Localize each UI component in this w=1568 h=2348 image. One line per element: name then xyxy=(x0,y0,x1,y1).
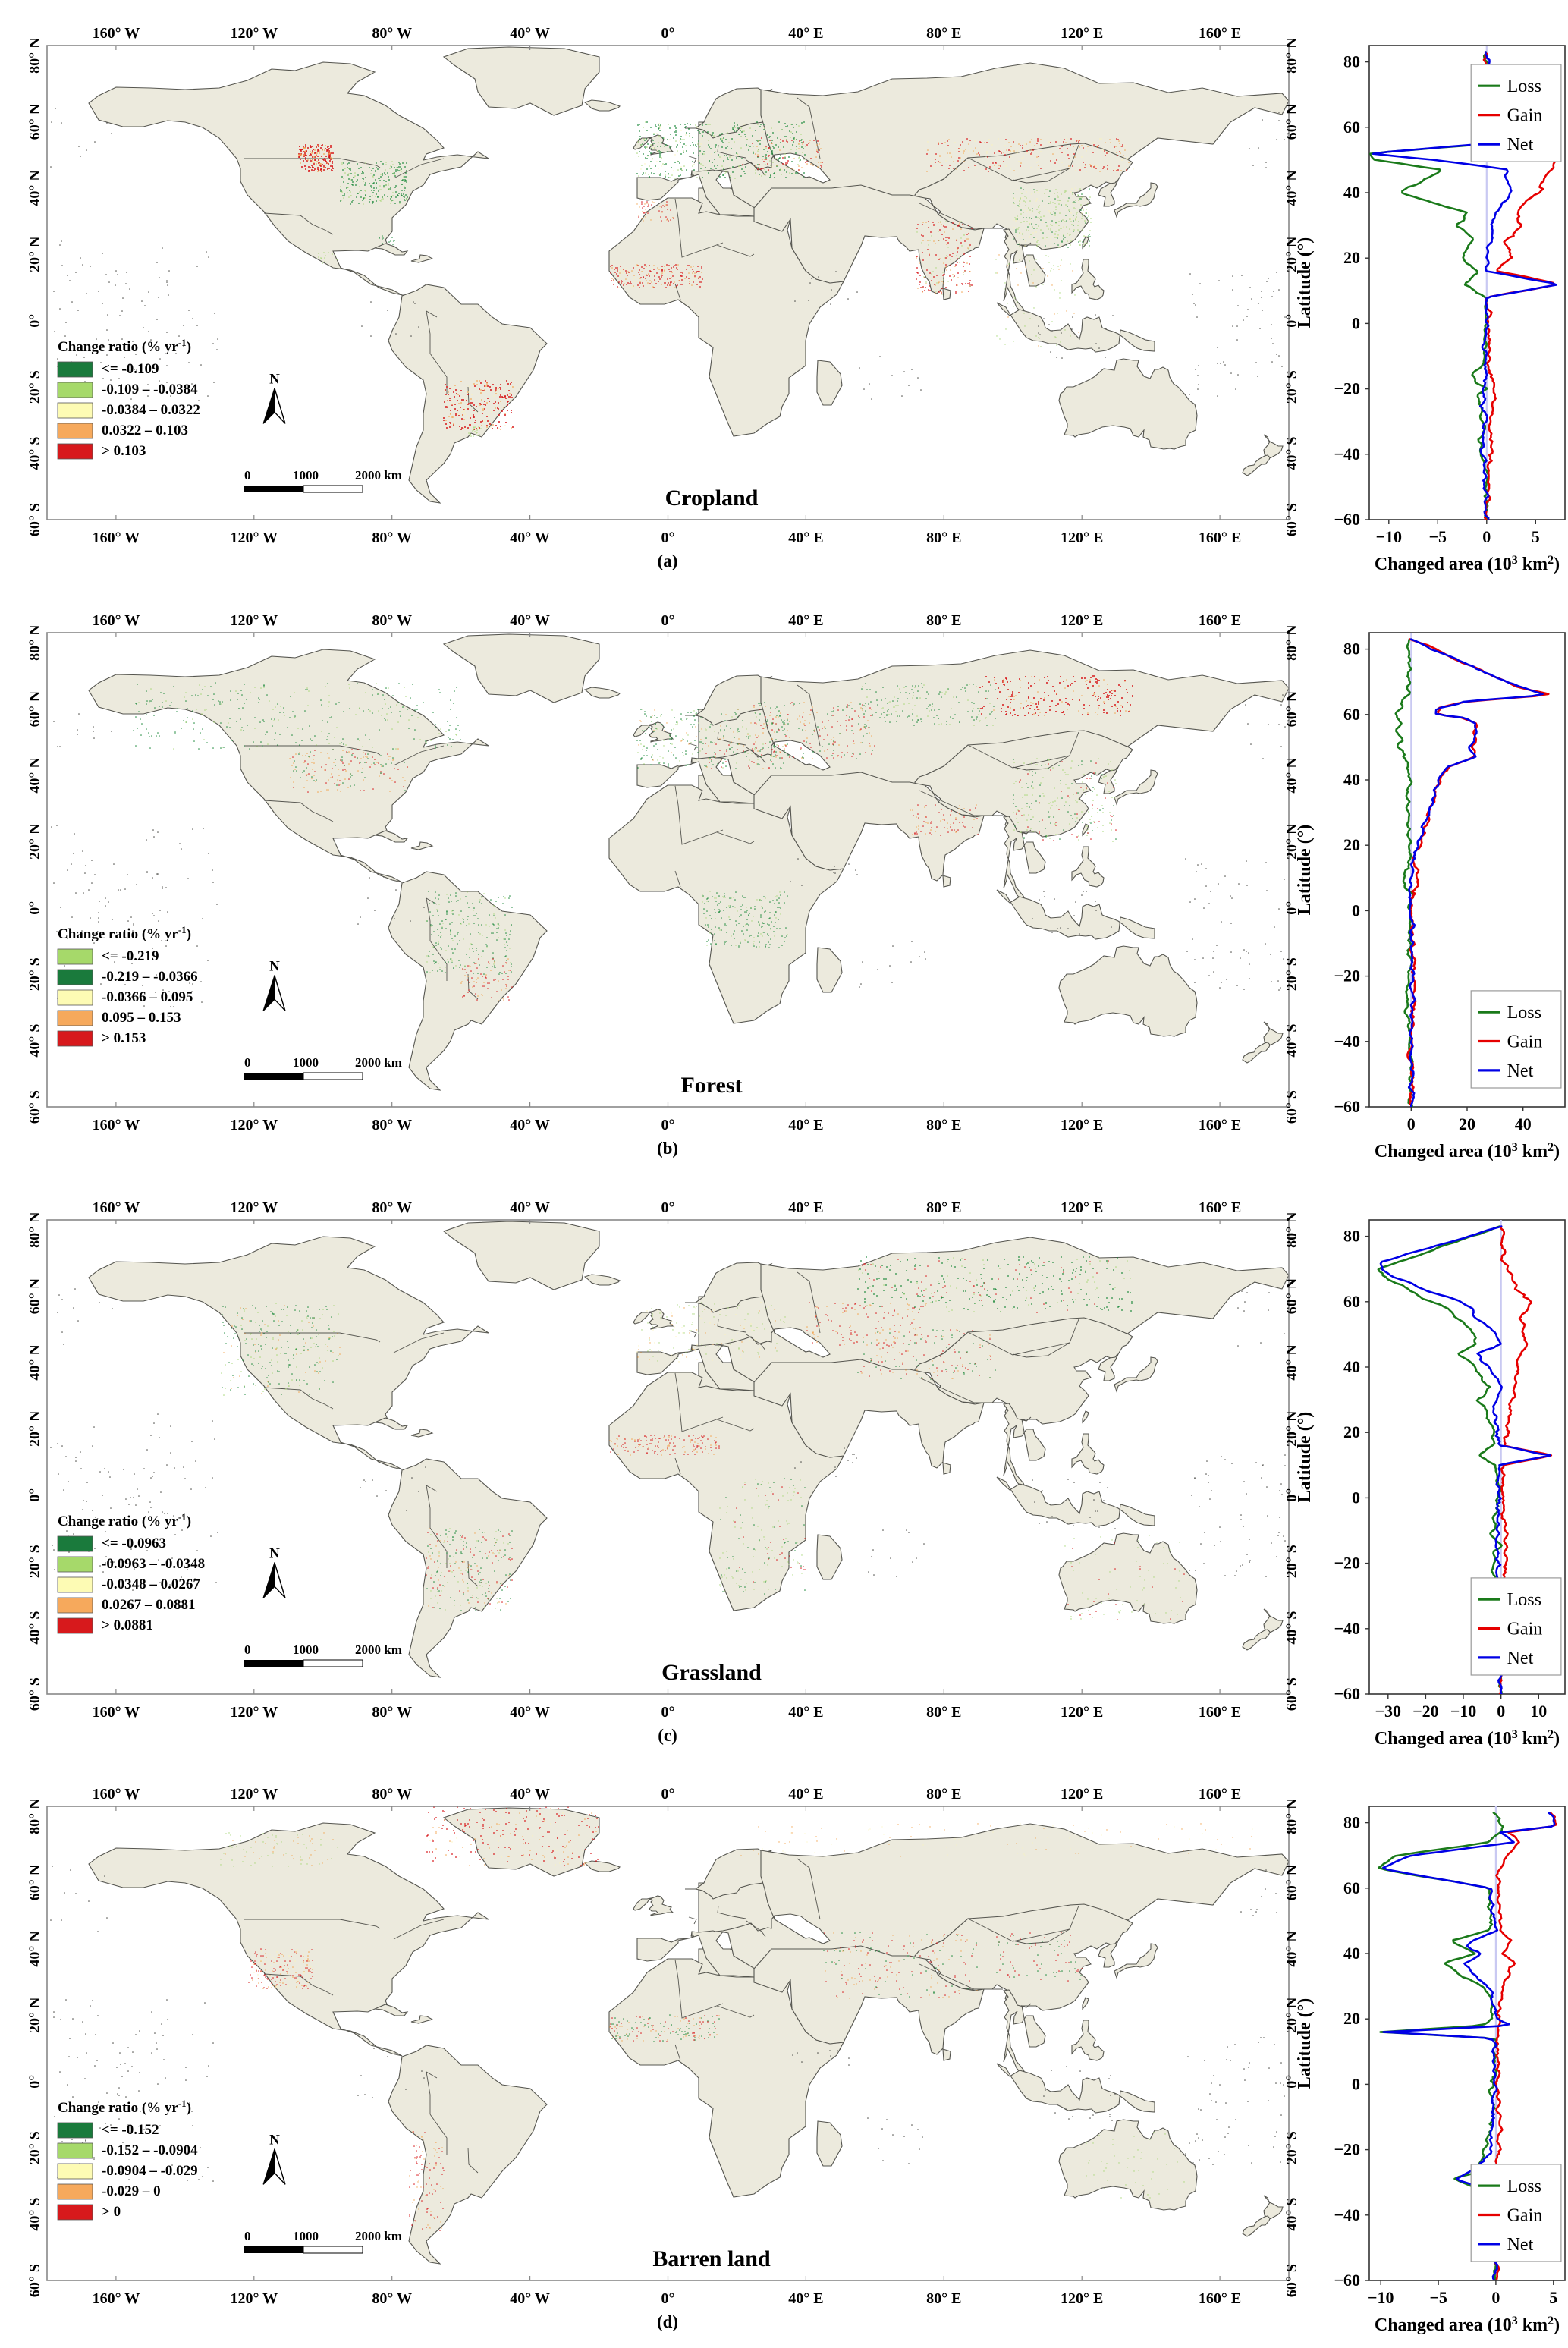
svg-text:0°: 0° xyxy=(27,314,43,328)
svg-text:80° E: 80° E xyxy=(926,530,961,546)
svg-text:Gain: Gain xyxy=(1507,106,1543,126)
svg-text:120° E: 120° E xyxy=(1061,530,1103,546)
svg-text:120° E: 120° E xyxy=(1061,25,1103,42)
svg-text:120° W: 120° W xyxy=(230,25,278,42)
svg-text:−10: −10 xyxy=(1376,527,1403,546)
svg-text:40° S: 40° S xyxy=(27,437,43,470)
svg-text:40° E: 40° E xyxy=(788,25,823,42)
svg-text:0: 0 xyxy=(1352,313,1360,332)
svg-text:Loss: Loss xyxy=(1507,77,1541,96)
svg-text:120° W: 120° W xyxy=(230,530,278,546)
svg-text:−5: −5 xyxy=(1429,527,1447,546)
svg-text:<= -0.109: <= -0.109 xyxy=(102,361,159,377)
svg-text:−20: −20 xyxy=(1334,379,1360,398)
svg-text:Latitude (°): Latitude (°) xyxy=(1295,237,1315,328)
svg-text:40° S: 40° S xyxy=(1284,437,1300,470)
svg-text:2000 km: 2000 km xyxy=(355,468,402,482)
svg-text:160° E: 160° E xyxy=(1199,530,1241,546)
svg-text:−40: −40 xyxy=(1334,445,1360,464)
svg-text:> 0.103: > 0.103 xyxy=(102,443,146,459)
svg-text:Changed area (103 km2): Changed area (103 km2) xyxy=(1375,554,1560,575)
svg-text:160° W: 160° W xyxy=(93,530,140,546)
svg-text:0°: 0° xyxy=(661,25,675,42)
svg-text:−60: −60 xyxy=(1334,510,1360,529)
svg-text:Net: Net xyxy=(1507,135,1534,155)
svg-text:80° W: 80° W xyxy=(372,25,412,42)
svg-text:80: 80 xyxy=(1343,52,1360,71)
svg-text:20° N: 20° N xyxy=(27,236,43,272)
svg-text:40: 40 xyxy=(1343,183,1360,202)
svg-text:(a): (a) xyxy=(658,552,678,570)
svg-text:0: 0 xyxy=(244,468,251,482)
svg-text:40° E: 40° E xyxy=(788,530,823,546)
svg-text:20° S: 20° S xyxy=(1284,370,1300,404)
svg-text:N: N xyxy=(269,372,280,388)
svg-text:60° N: 60° N xyxy=(27,103,43,140)
svg-text:60° N: 60° N xyxy=(1284,103,1300,140)
svg-text:80° W: 80° W xyxy=(372,530,412,546)
svg-text:60: 60 xyxy=(1343,118,1360,137)
svg-text:-0.109 – -0.0384: -0.109 – -0.0384 xyxy=(102,382,198,398)
svg-text:1000: 1000 xyxy=(293,468,319,482)
svg-text:20: 20 xyxy=(1343,248,1360,267)
svg-text:Change ratio (% yr-1): Change ratio (% yr-1) xyxy=(58,337,191,356)
svg-text:20° S: 20° S xyxy=(27,370,43,404)
svg-text:60° S: 60° S xyxy=(1284,503,1300,536)
svg-text:Cropland: Cropland xyxy=(665,486,759,511)
svg-text:0.0322 – 0.103: 0.0322 – 0.103 xyxy=(102,423,188,438)
svg-text:40° W: 40° W xyxy=(510,25,550,42)
svg-text:40° N: 40° N xyxy=(27,170,43,206)
svg-text:0: 0 xyxy=(1482,527,1491,546)
svg-text:5: 5 xyxy=(1532,527,1540,546)
svg-text:60° S: 60° S xyxy=(27,503,43,536)
svg-text:-0.0384 – 0.0322: -0.0384 – 0.0322 xyxy=(102,402,200,418)
svg-text:80° N: 80° N xyxy=(1284,37,1300,74)
svg-text:40° W: 40° W xyxy=(510,530,550,546)
svg-text:160° W: 160° W xyxy=(93,25,140,42)
svg-text:80° N: 80° N xyxy=(27,37,43,74)
svg-text:80° E: 80° E xyxy=(926,25,961,42)
svg-text:0°: 0° xyxy=(661,530,675,546)
svg-text:160° E: 160° E xyxy=(1199,25,1241,42)
svg-text:40° N: 40° N xyxy=(1284,170,1300,206)
